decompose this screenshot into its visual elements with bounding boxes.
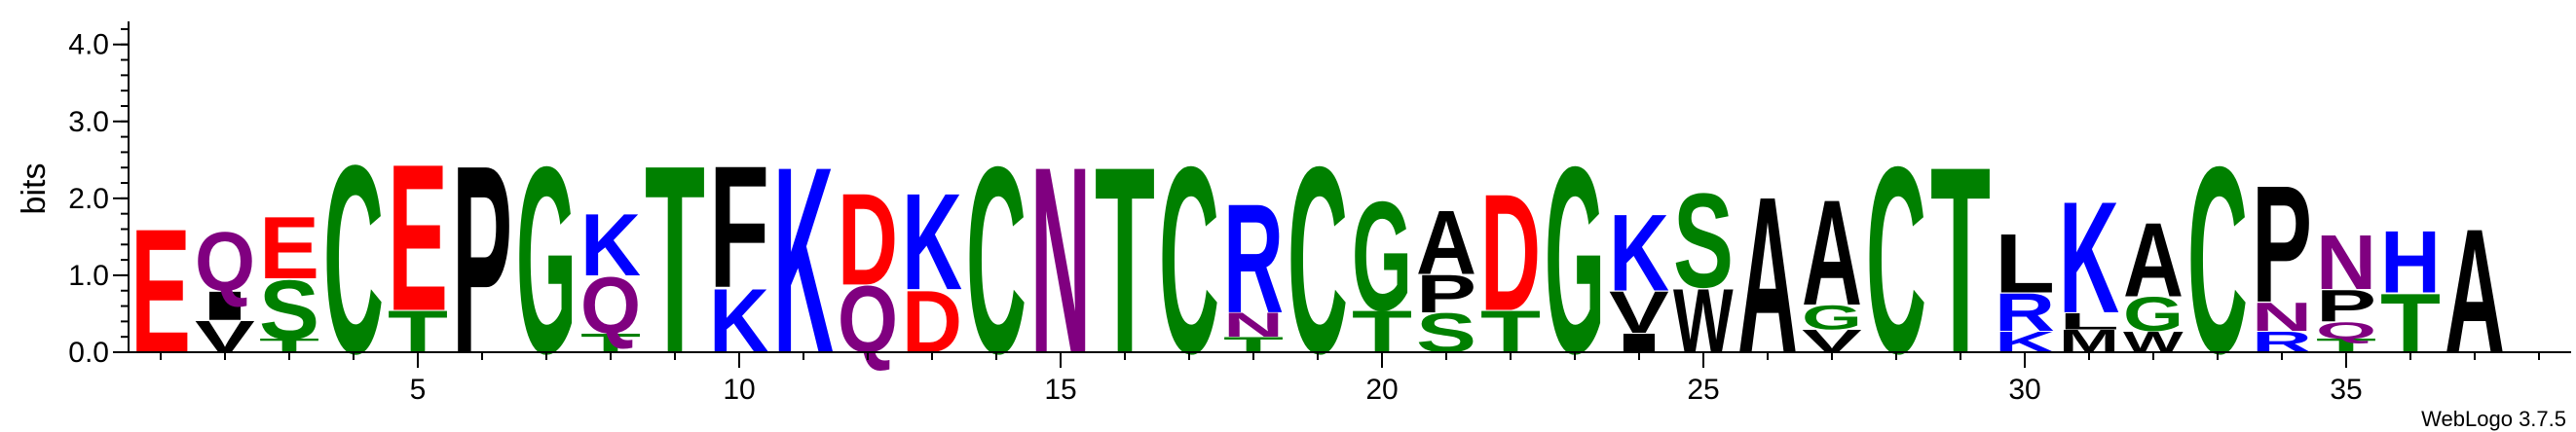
letter-glyph: K: [2059, 168, 2119, 346]
y-axis-label: bits: [16, 163, 53, 215]
letter-glyph: H: [2380, 212, 2441, 311]
logo-letter-A: A: [2123, 201, 2184, 319]
logo-letter-G: G: [1352, 168, 1412, 343]
logo-letter-A: A: [1802, 168, 1862, 337]
letter-glyph: E: [388, 122, 448, 355]
x-tick-label: 25: [1687, 374, 1719, 406]
logo-letter-H: H: [2380, 212, 2441, 311]
logo-letter-P: P: [452, 110, 512, 410]
logo-letter-K: K: [1609, 193, 1669, 315]
y-tick-label: 0.0: [68, 337, 109, 369]
logo-letter-D: D: [838, 166, 898, 312]
y-tick-label: 3.0: [68, 106, 109, 138]
letter-glyph: K: [580, 196, 641, 295]
letter-glyph: C: [1866, 112, 1926, 410]
letter-glyph: N: [2316, 219, 2376, 306]
letter-glyph: G: [516, 111, 577, 410]
letter-glyph: C: [966, 112, 1027, 410]
letter-glyph: E: [131, 192, 191, 390]
letter-glyph: R: [1223, 173, 1284, 346]
logo-letter-D: D: [1480, 159, 1541, 345]
letter-glyph: E: [259, 199, 319, 298]
logo-letter-P: P: [2252, 152, 2312, 338]
letter-glyph: P: [452, 110, 512, 410]
x-tick-label: 20: [1365, 374, 1398, 406]
letter-glyph: C: [2187, 112, 2248, 410]
logo-letter-K: K: [2059, 168, 2119, 346]
y-tick-label: 2.0: [68, 183, 109, 215]
logo-letter-A: A: [1416, 193, 1476, 294]
letter-glyph: L: [1995, 217, 2055, 310]
logo-letter-C: C: [1288, 112, 1348, 410]
logo-letter-T: T: [645, 111, 705, 411]
letter-glyph: A: [1802, 168, 1862, 337]
letter-glyph: K: [902, 164, 962, 318]
letter-glyph: C: [323, 111, 384, 411]
letter-glyph: C: [1159, 112, 1219, 410]
logo-letter-A: A: [1737, 150, 1798, 400]
logo-letter-Q: Q: [195, 215, 255, 309]
letter-glyph: F: [709, 128, 769, 323]
x-tick-label: 5: [410, 374, 427, 406]
y-tick-label: 1.0: [68, 260, 109, 292]
logo-letter-L: L: [1995, 217, 2055, 310]
letter-glyph: K: [773, 112, 834, 410]
logo-letter-C: C: [966, 112, 1027, 410]
letter-glyph: Q: [195, 215, 255, 309]
letter-glyph: A: [2123, 201, 2184, 319]
logo-letter-C: C: [2187, 112, 2248, 410]
logo-letter-E: E: [388, 122, 448, 355]
logo-letter-G: G: [516, 111, 577, 410]
logo-letter-K: K: [580, 196, 641, 295]
x-tick-label: 35: [2330, 374, 2362, 406]
x-tick-label: 30: [2008, 374, 2040, 406]
logo-letter-T: T: [1930, 111, 1991, 409]
logo-letter-K: K: [773, 112, 834, 410]
letter-glyph: S: [1673, 164, 1734, 315]
weblogo-footer: WebLogo 3.7.5: [2421, 407, 2566, 431]
logo-letter-C: C: [1866, 112, 1926, 410]
logo-letter-C: C: [323, 111, 384, 411]
letter-glyph: G: [1352, 168, 1412, 343]
letter-glyph: P: [2252, 152, 2312, 338]
letter-glyph: G: [1545, 111, 1605, 410]
logo-letter-E: E: [131, 192, 191, 390]
letter-glyph: D: [838, 166, 898, 312]
logo-letter-N: N: [2316, 219, 2376, 306]
letter-glyph: T: [1930, 111, 1991, 409]
x-tick-label: 15: [1044, 374, 1076, 406]
logo-letter-A: A: [2445, 193, 2505, 390]
letter-glyph: T: [1095, 111, 1155, 409]
letter-glyph: A: [2445, 193, 2505, 390]
logo-letter-R: R: [1223, 173, 1284, 346]
logo-letter-E: E: [259, 199, 319, 298]
logo-letter-F: F: [709, 128, 769, 323]
letter-glyph: T: [645, 111, 705, 411]
letter-glyph: K: [1609, 193, 1669, 315]
letter-glyph: D: [1480, 159, 1541, 345]
logo-letter-S: S: [1673, 164, 1734, 315]
logo-letter-T: T: [1095, 111, 1155, 409]
letter-glyph: A: [1737, 150, 1798, 400]
logo-letter-G: G: [1545, 111, 1605, 410]
letter-glyph: A: [1416, 193, 1476, 294]
logo-letter-C: C: [1159, 112, 1219, 410]
y-tick-label: 4.0: [68, 29, 109, 61]
x-tick-label: 10: [723, 374, 755, 406]
letter-glyph: C: [1288, 112, 1348, 410]
logo-letter-K: K: [902, 164, 962, 318]
